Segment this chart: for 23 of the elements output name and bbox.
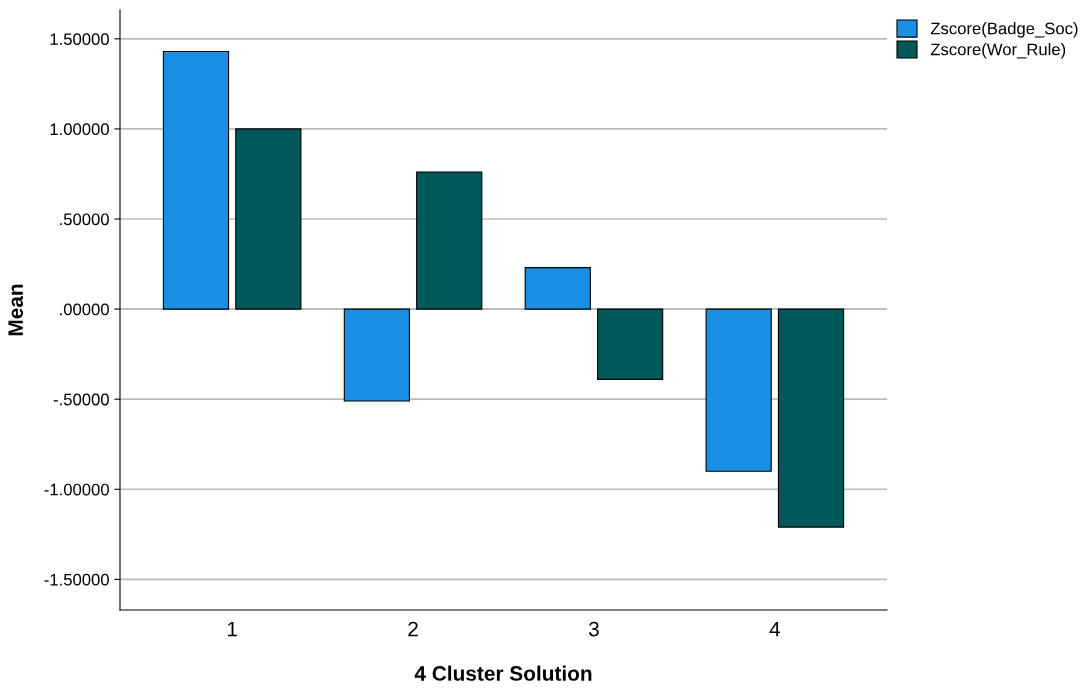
- y-tick-label: .50000: [60, 213, 109, 226]
- x-tick-label: 3: [588, 621, 599, 637]
- bar: [597, 308, 664, 380]
- bar: [162, 50, 230, 310]
- x-tick-label: 2: [408, 621, 418, 637]
- bar: [524, 267, 591, 310]
- x-tick-label: 4: [769, 621, 781, 637]
- bar: [705, 308, 772, 472]
- y-axis-title: Mean: [8, 284, 24, 336]
- y-tick-label: -.50000: [53, 393, 109, 406]
- legend-label: Zscore(Badge_Soc): [930, 22, 1078, 38]
- y-tick-label: 1.50000: [50, 33, 109, 46]
- legend-label: Zscore(Wor_Rule): [930, 43, 1066, 59]
- y-tick-label: 1.00000: [50, 123, 109, 136]
- bar: [416, 171, 483, 310]
- bar: [235, 128, 302, 310]
- bar: [777, 308, 845, 528]
- bar: [343, 308, 410, 402]
- y-tick-label: .00000: [60, 303, 109, 316]
- y-tick-label: -1.50000: [44, 573, 109, 586]
- y-tick-label: -1.00000: [44, 483, 109, 496]
- x-tick-label: 1: [227, 621, 237, 637]
- x-axis-title: 4 Cluster Solution: [414, 665, 592, 681]
